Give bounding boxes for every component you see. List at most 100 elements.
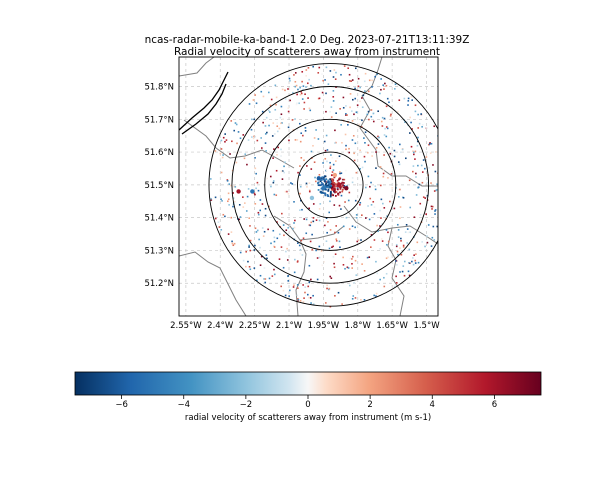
- scatter-point: [358, 164, 360, 167]
- scatter-point: [296, 139, 299, 141]
- scatter-point: [420, 113, 422, 115]
- scatter-point: [399, 143, 401, 146]
- scatter-point: [327, 188, 330, 191]
- scatter-point: [296, 128, 299, 131]
- scatter-point: [415, 176, 417, 178]
- scatter-point: [367, 205, 369, 207]
- scatter-point: [303, 159, 305, 162]
- scatter-point: [254, 227, 257, 230]
- scatter-point: [273, 273, 276, 276]
- scatter-point: [355, 111, 358, 114]
- range-ring: [264, 118, 397, 251]
- colorbar-tick-label: 0: [305, 400, 310, 410]
- scatter-point: [274, 133, 276, 135]
- scatter-point: [341, 190, 344, 193]
- scatter-point: [327, 179, 330, 182]
- scatter-point: [375, 292, 378, 295]
- scatter-point: [430, 205, 433, 208]
- scatter-point: [345, 105, 347, 107]
- scatter-point: [335, 183, 338, 186]
- scatter-point: [339, 172, 341, 175]
- scatter-point: [313, 161, 316, 164]
- scatter-point: [329, 200, 331, 203]
- scatter-point: [344, 267, 346, 270]
- boundary-line: [179, 251, 247, 316]
- scatter-point: [293, 271, 296, 274]
- scatter-point: [325, 92, 327, 95]
- scatter-point: [405, 224, 408, 226]
- scatter-point: [344, 169, 347, 172]
- scatter-point: [333, 187, 336, 190]
- scatter-point: [231, 242, 234, 245]
- scatter-point: [265, 254, 268, 256]
- scatter-point: [395, 275, 397, 278]
- colorbar-tick-label: −2: [240, 400, 253, 410]
- scatter-point: [356, 104, 359, 106]
- scatter-point: [275, 103, 277, 106]
- scatter-point: [430, 182, 432, 184]
- scatter-point: [320, 183, 323, 186]
- scatter-point: [312, 220, 315, 223]
- scatter-point: [373, 206, 376, 208]
- scatter-point: [414, 150, 417, 153]
- scatter-point: [407, 104, 409, 106]
- scatter-point: [375, 167, 377, 169]
- scatter-point: [379, 92, 381, 95]
- scatter-point: [294, 72, 297, 74]
- scatter-point: [358, 123, 361, 126]
- scatter-point: [376, 224, 378, 227]
- scatter-point: [253, 118, 256, 121]
- scatter-point: [351, 297, 354, 300]
- scatter-point: [224, 215, 226, 218]
- scatter-point: [324, 224, 326, 227]
- scatter-point: [246, 163, 248, 166]
- scatter-point: [318, 219, 321, 222]
- scatter-point: [320, 179, 323, 181]
- scatter-point: [354, 142, 357, 145]
- scatter-point: [243, 202, 246, 204]
- scatter-point: [412, 165, 415, 167]
- scatter-points: [210, 65, 438, 308]
- scatter-point: [334, 253, 337, 256]
- scatter-point: [363, 155, 366, 158]
- boundary-line: [387, 227, 405, 316]
- scatter-point: [261, 203, 264, 205]
- scatter-point: [306, 293, 309, 296]
- scatter-point: [357, 85, 360, 88]
- scatter-point: [414, 158, 416, 160]
- scatter-point: [283, 234, 285, 237]
- scatter-point: [219, 157, 222, 160]
- scatter-point: [379, 209, 381, 212]
- scatter-point: [346, 266, 349, 269]
- scatter-point: [332, 185, 335, 188]
- scatter-point: [394, 83, 397, 86]
- scatter-point: [293, 284, 295, 287]
- scatter-point: [220, 171, 223, 174]
- scatter-point: [400, 240, 402, 242]
- scatter-point: [330, 154, 332, 156]
- scatter-point: [286, 247, 288, 250]
- scatter-point: [427, 224, 430, 226]
- scatter-point: [308, 78, 310, 81]
- scatter-point: [389, 115, 392, 117]
- scatter-point: [291, 183, 294, 185]
- scatter-point: [329, 167, 332, 170]
- scatter-point: [417, 127, 420, 129]
- scatter-point: [332, 96, 335, 98]
- scatter-point: [434, 209, 437, 211]
- scatter-point: [368, 218, 371, 221]
- scatter-point: [305, 69, 308, 71]
- scatter-point: [339, 246, 341, 249]
- scatter-point: [361, 97, 363, 99]
- scatter-point: [247, 139, 250, 141]
- scatter-point: [321, 91, 324, 94]
- scatter-point: [363, 298, 366, 301]
- scatter-point: [227, 192, 230, 195]
- scatter-point: [381, 240, 384, 242]
- scatter-point: [239, 137, 242, 140]
- scatter-point: [349, 93, 352, 95]
- scatter-point: [255, 172, 257, 175]
- scatter-point: [403, 260, 406, 263]
- scatter-point: [332, 183, 335, 186]
- scatter-point: [433, 190, 436, 192]
